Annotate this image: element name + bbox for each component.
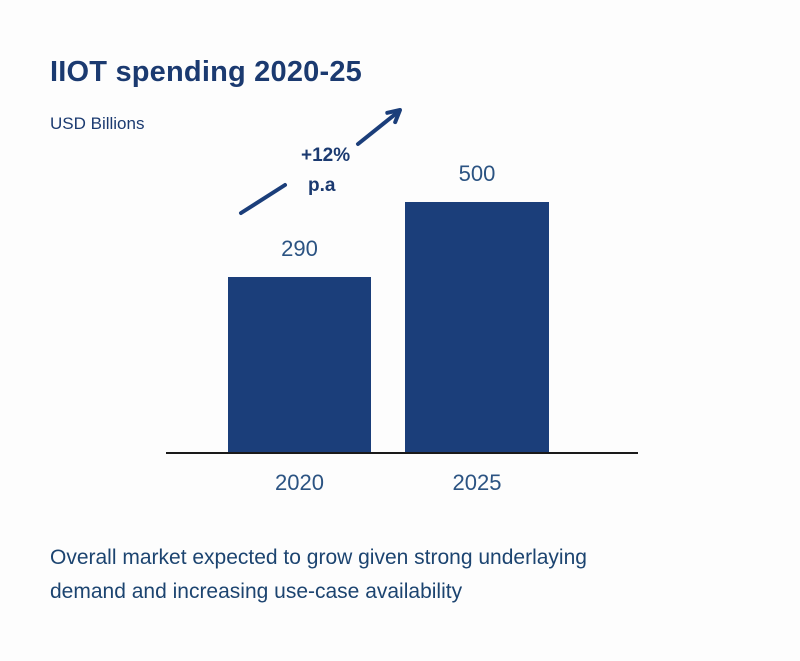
growth-rate-unit-label: p.a bbox=[308, 175, 336, 196]
x-axis-line bbox=[166, 452, 638, 454]
growth-rate-label: +12% bbox=[301, 145, 351, 166]
chart-title: IIOT spending 2020-25 bbox=[50, 56, 363, 88]
bar-2025 bbox=[405, 202, 549, 452]
caption-line-1: Overall market expected to grow given st… bbox=[50, 546, 587, 569]
x-tick-label-2020: 2020 bbox=[275, 470, 324, 495]
bar-value-label-2020: 290 bbox=[281, 236, 318, 261]
chart-caption: Overall market expected to grow given st… bbox=[50, 541, 587, 609]
caption-line-2: demand and increasing use-case availabil… bbox=[50, 580, 463, 603]
x-tick-label-2025: 2025 bbox=[452, 470, 502, 495]
bar-value-label-2025: 500 bbox=[458, 161, 496, 186]
chart-subtitle: USD Billions bbox=[50, 114, 145, 133]
bar-2020 bbox=[228, 277, 371, 452]
